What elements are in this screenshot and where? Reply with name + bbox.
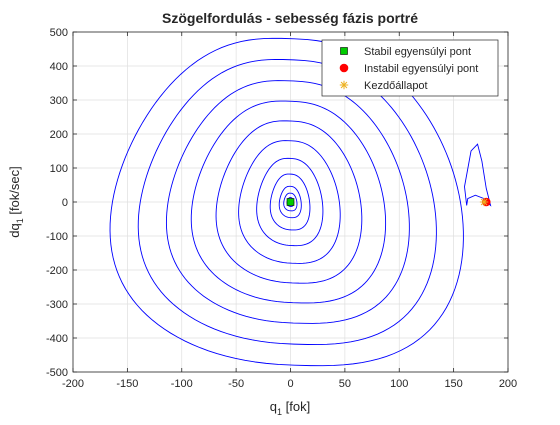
trajectory-loop — [238, 140, 341, 264]
trajectory-loop — [283, 192, 298, 212]
legend-label: Instabil egyensúlyi pont — [364, 63, 478, 75]
x-tick-label: -100 — [171, 378, 193, 390]
trajectory-loop — [190, 100, 387, 304]
y-tick-label: -500 — [46, 367, 68, 379]
y-tick-label: 200 — [50, 129, 68, 141]
y-tick-label: -200 — [46, 265, 68, 277]
trajectory-loop — [165, 80, 410, 324]
legend-marker — [339, 63, 349, 73]
x-tick-label: -50 — [228, 378, 244, 390]
trajectory-loop — [109, 37, 464, 367]
trajectory-loop — [278, 185, 302, 219]
x-axis-label-unit: [fok] — [282, 399, 310, 414]
x-axis-label: q1 [fok] — [270, 399, 310, 417]
trajectory-loop — [256, 157, 324, 247]
x-tick-label: -150 — [116, 378, 138, 390]
chart-title: Szögelfordulás - sebesség fázis portré — [162, 10, 418, 26]
marker-asterisk-stroke — [480, 198, 488, 206]
legend-marker-stroke — [340, 81, 348, 89]
trajectory-loop — [215, 120, 363, 284]
y-tick-label: 500 — [50, 27, 68, 39]
y-axis-label-main: dq — [7, 223, 22, 237]
y-tick-label: 0 — [62, 197, 68, 209]
y-axis-label-sub: 1 — [15, 218, 25, 223]
x-tick-label: 150 — [444, 378, 462, 390]
legend-label: Kezdőállapot — [364, 80, 428, 92]
legend-marker — [340, 47, 348, 55]
markers — [286, 197, 491, 207]
ticks: -200 -150 -100 -50 0 50 100 150 200-500-400-300-… — [46, 27, 517, 390]
marker-asterisk — [479, 197, 489, 207]
trajectory-curves — [109, 37, 492, 367]
y-tick-label: 400 — [50, 61, 68, 73]
y-tick-label: -400 — [46, 333, 68, 345]
trajectory-right-lobe — [464, 143, 492, 207]
x-tick-label: -200 — [62, 378, 84, 390]
trajectory-loop — [137, 58, 437, 346]
y-tick-label: -100 — [46, 231, 68, 243]
x-tick-label: 100 — [390, 378, 408, 390]
x-tick-label: 50 — [339, 378, 351, 390]
legend-box — [321, 39, 499, 97]
y-axis-label: dq1 [fok/sec] — [7, 166, 25, 238]
legend-label: Stabil egyensúlyi pont — [364, 46, 471, 58]
legend-marker — [339, 80, 349, 90]
x-tick-label: 200 — [499, 378, 517, 390]
y-axis-label-unit: [fok/sec] — [7, 166, 22, 218]
y-tick-label: 100 — [50, 163, 68, 175]
y-tick-label: 300 — [50, 95, 68, 107]
legend: Stabil egyensúlyi pont Instabil egyensúly… — [321, 39, 499, 97]
x-axis-label-main: q — [270, 399, 277, 414]
x-tick-label: 0 — [287, 378, 293, 390]
x-axis-label-sub: 1 — [277, 407, 282, 417]
y-tick-label: -300 — [46, 299, 68, 311]
trajectory-loop — [269, 173, 311, 231]
marker-square — [286, 198, 295, 206]
